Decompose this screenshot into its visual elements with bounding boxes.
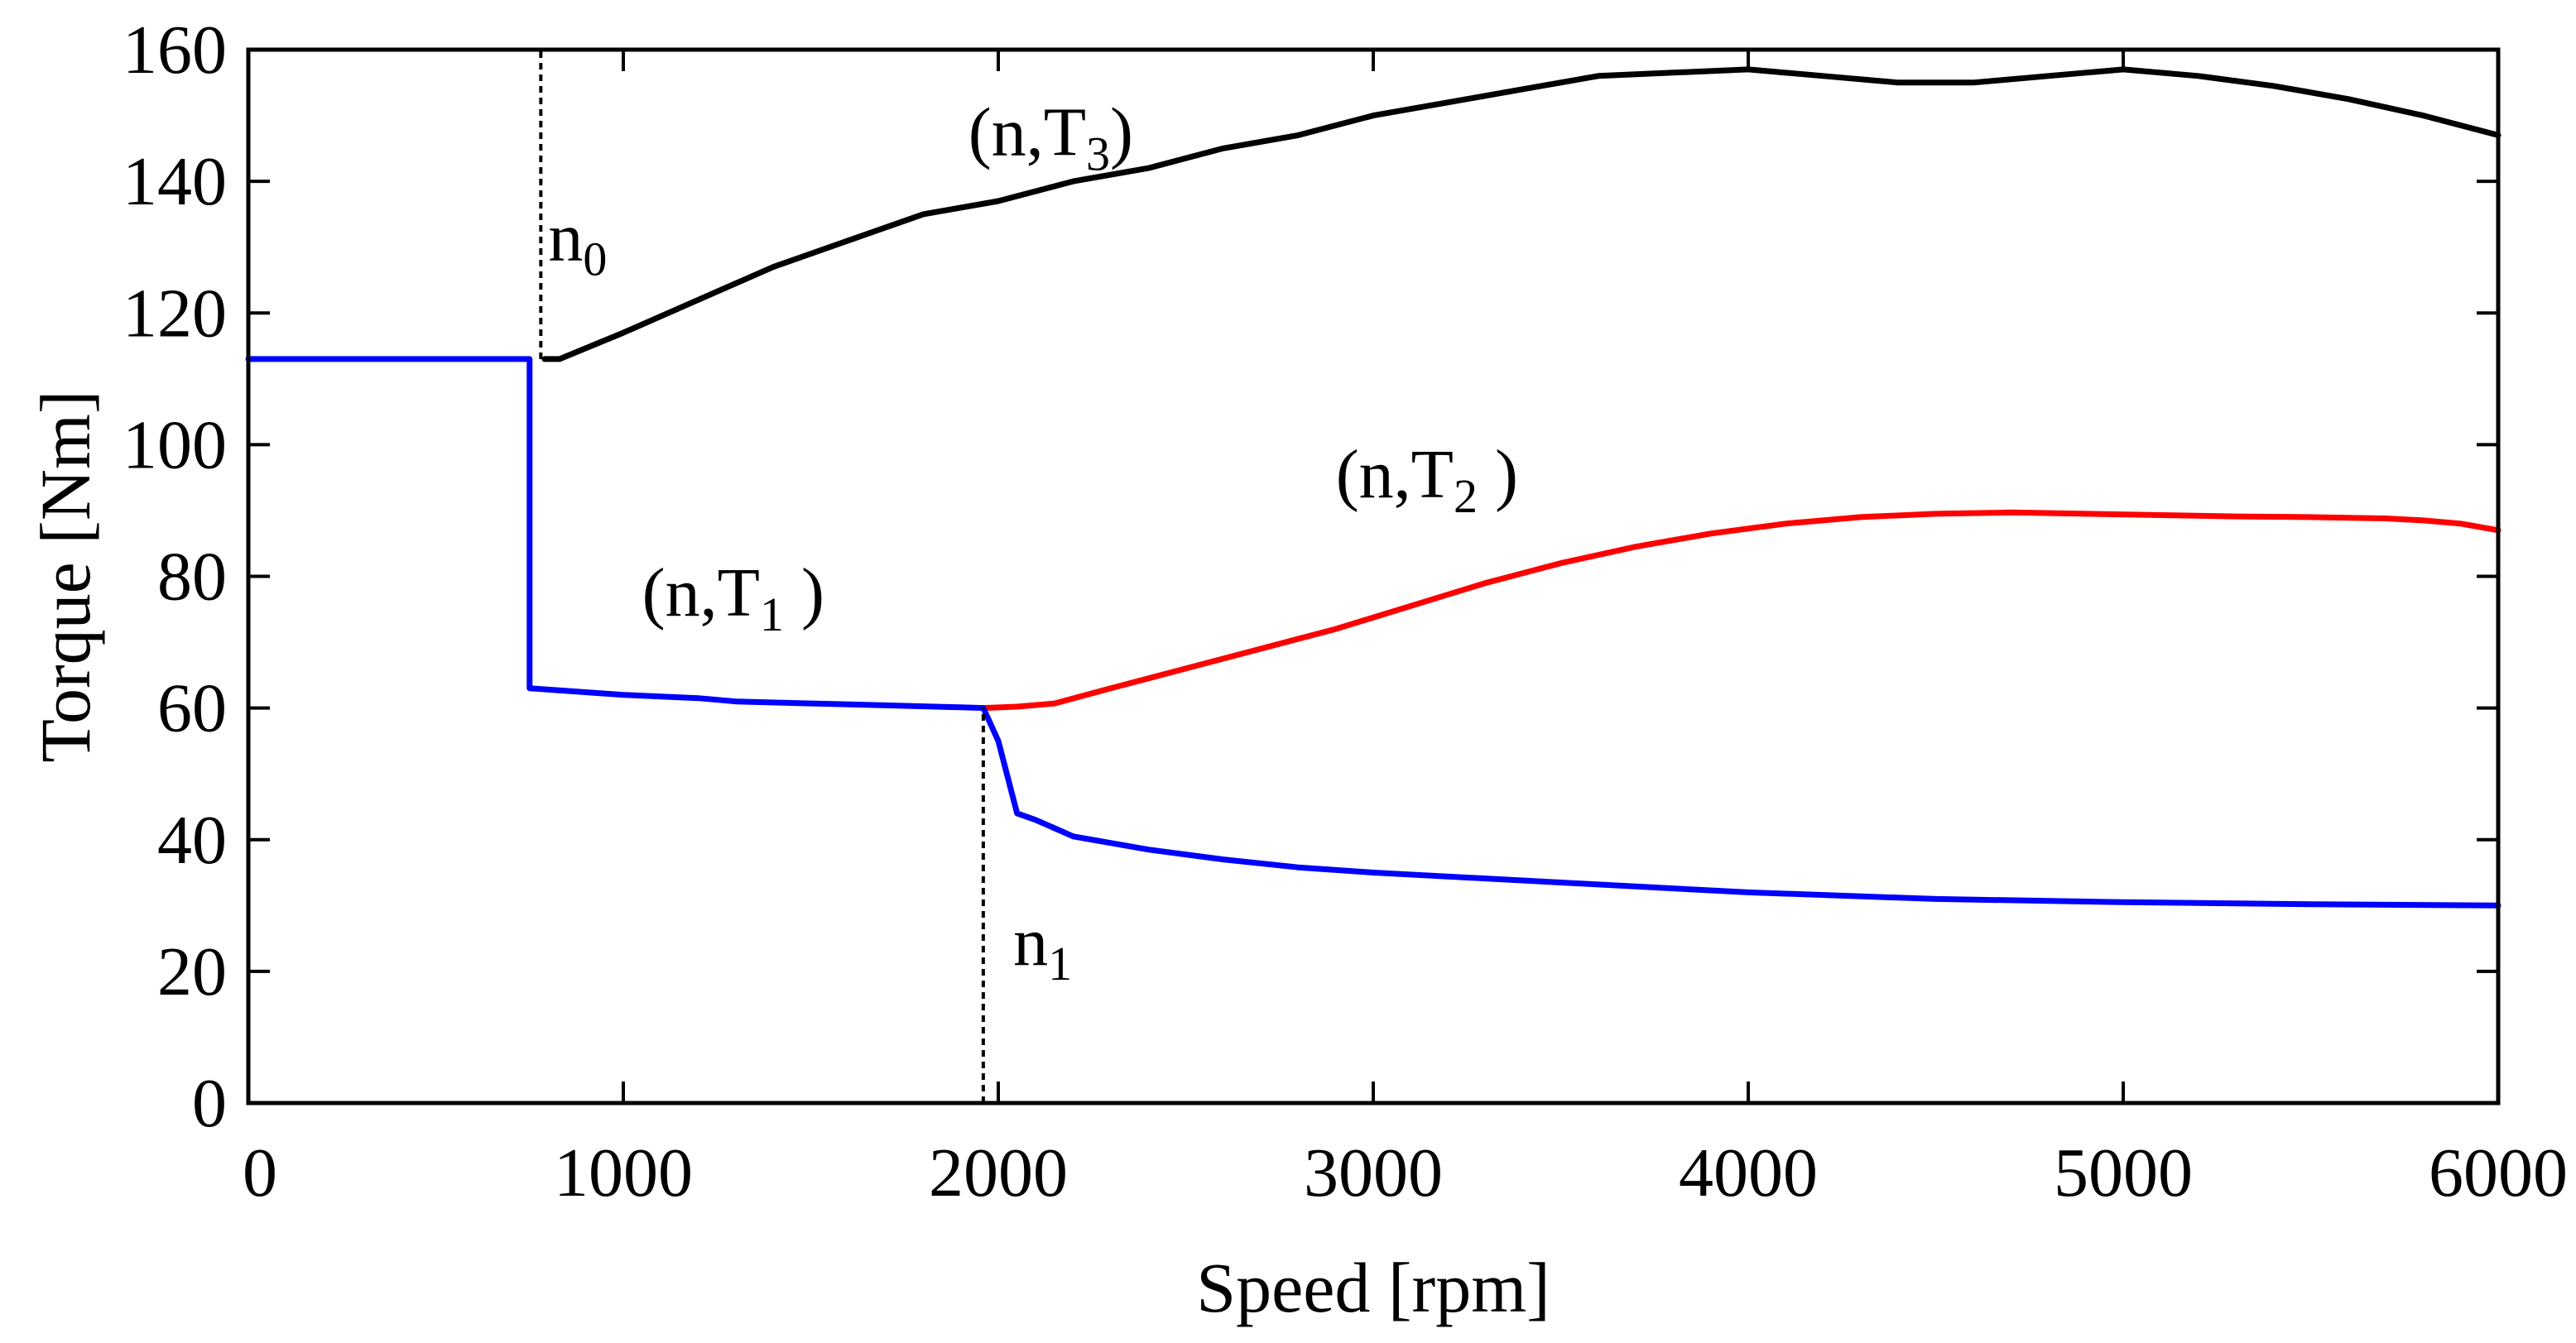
series-line-3 xyxy=(245,356,2502,909)
x-tick-label: 6000 xyxy=(2429,1134,2568,1211)
annotation-4: n0 xyxy=(548,199,607,286)
y-tick-label: 80 xyxy=(157,539,227,616)
annotation-2: (n,T2 ) xyxy=(1336,436,1518,523)
x-tick-label: 0 xyxy=(243,1134,277,1211)
tick-layer: 0 1000 2000 3000 4000 5000 6000 0 20 40 60 80 100 120… xyxy=(123,12,2568,1211)
x-tick-label: 2000 xyxy=(929,1134,1068,1211)
y-tick-label: 120 xyxy=(123,275,227,352)
y-tick-label: 40 xyxy=(157,802,227,879)
plot-frame xyxy=(246,47,2501,1106)
annotation-3: (n,T1 ) xyxy=(642,554,824,641)
annotation-1: (n,T3) xyxy=(968,94,1133,180)
series-line-1 xyxy=(541,66,2502,362)
x-tick-label: 4000 xyxy=(1679,1134,1818,1211)
y-tick-label: 100 xyxy=(123,406,227,483)
y-tick-label: 0 xyxy=(192,1065,227,1142)
x-tick-label: 1000 xyxy=(554,1134,693,1211)
annotation-5: n1 xyxy=(1013,904,1072,990)
series-layer xyxy=(245,66,2502,909)
y-tick-label: 60 xyxy=(157,670,227,747)
x-axis-title: Speed [rpm] xyxy=(1196,1248,1550,1327)
y-axis-title: Torque [Nm] xyxy=(26,390,105,762)
y-tick-label: 160 xyxy=(123,12,227,89)
x-tick-label: 5000 xyxy=(2054,1134,2193,1211)
series-line-2 xyxy=(980,509,2502,712)
marker-layer xyxy=(539,50,985,1103)
y-tick-label: 140 xyxy=(123,143,227,220)
x-tick-label: 3000 xyxy=(1304,1134,1443,1211)
y-tick-label: 20 xyxy=(157,933,227,1010)
annotation-layer: (n,T3) (n,T2 ) (n,T1 ) n0 n1 xyxy=(548,94,1518,990)
